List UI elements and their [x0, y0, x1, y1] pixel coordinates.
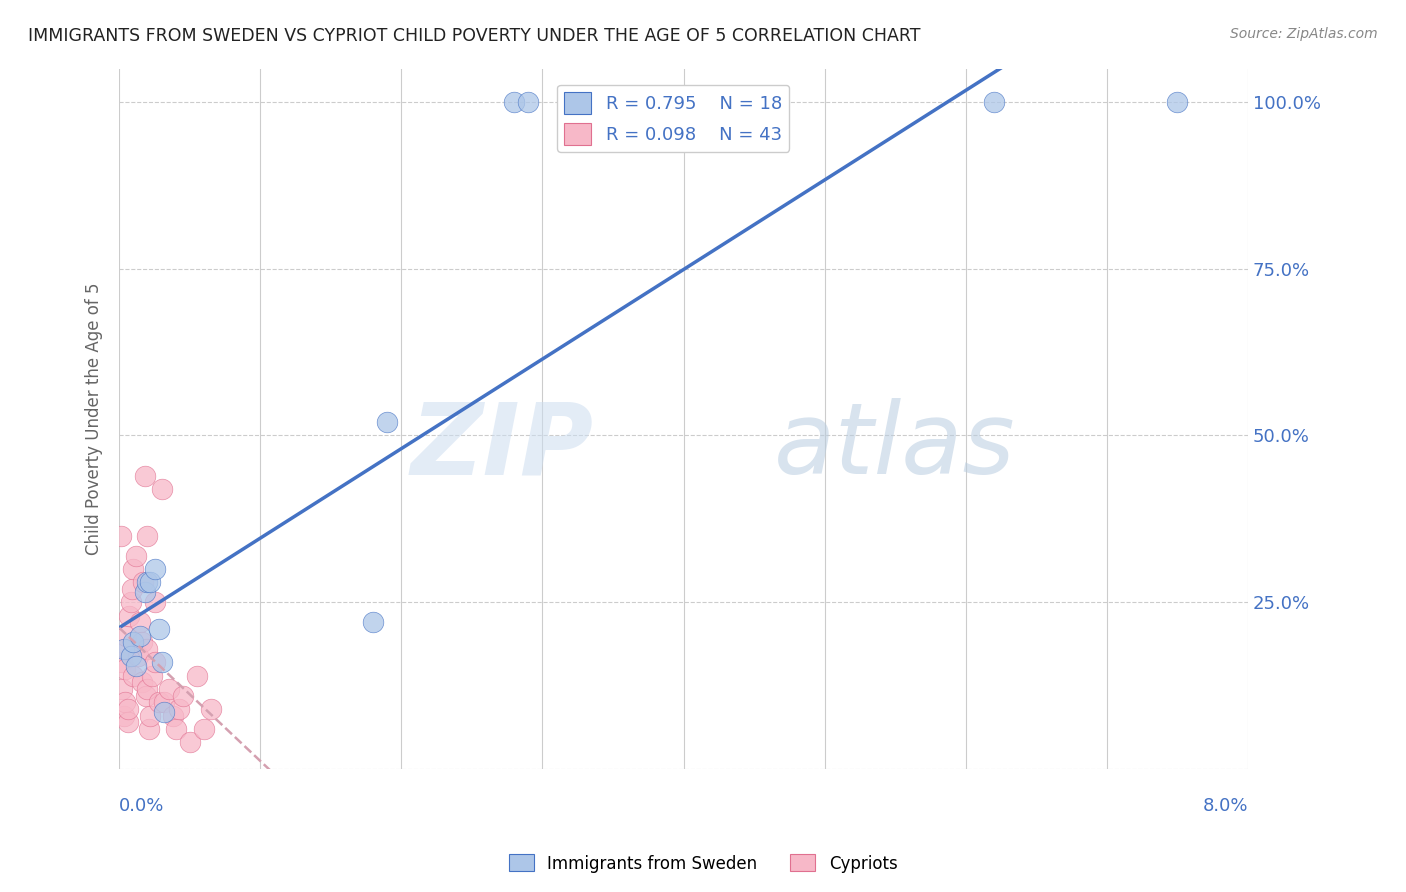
Point [138, 722, 160, 736]
Point [162, 708, 184, 723]
Point [167, 702, 190, 716]
Point [150, 656, 173, 670]
Point [141, 668, 163, 682]
Point [153, 695, 176, 709]
Point [120, 595, 142, 609]
Point [121, 582, 143, 596]
Point [132, 575, 155, 590]
Point [134, 468, 156, 483]
Point [136, 528, 159, 542]
Point [115, 629, 138, 643]
Point [118, 608, 141, 623]
Point [110, 528, 132, 542]
Point [117, 702, 139, 716]
Text: ZIP: ZIP [411, 399, 593, 495]
Point [148, 622, 170, 636]
Point [148, 695, 170, 709]
Point [193, 722, 215, 736]
Point [143, 562, 166, 576]
Point [111, 656, 134, 670]
Point [139, 575, 162, 590]
Point [143, 595, 166, 609]
Point [1166, 95, 1188, 109]
Point [143, 656, 166, 670]
Point [517, 95, 540, 109]
Point [131, 675, 153, 690]
Point [122, 668, 145, 682]
Point [139, 708, 162, 723]
Point [136, 681, 159, 696]
Point [153, 706, 176, 720]
Point [361, 615, 384, 630]
Point [122, 562, 145, 576]
Text: 8.0%: 8.0% [1202, 797, 1249, 815]
Point [117, 715, 139, 730]
Text: 0.0%: 0.0% [120, 797, 165, 815]
Point [186, 668, 208, 682]
Text: atlas: atlas [773, 399, 1015, 495]
Point [122, 635, 145, 649]
Point [503, 95, 526, 109]
Point [157, 681, 180, 696]
Point [129, 629, 152, 643]
Point [165, 722, 187, 736]
Legend: R = 0.795    N = 18, R = 0.098    N = 43: R = 0.795 N = 18, R = 0.098 N = 43 [557, 85, 789, 152]
Point [135, 689, 157, 703]
Point [114, 695, 136, 709]
Point [136, 575, 159, 590]
Point [983, 95, 1005, 109]
Point [150, 482, 173, 496]
Point [112, 708, 135, 723]
Point [129, 615, 152, 630]
Legend: Immigrants from Sweden, Cypriots: Immigrants from Sweden, Cypriots [502, 847, 904, 880]
Point [172, 689, 194, 703]
Point [115, 642, 138, 657]
Point [125, 549, 148, 563]
Point [131, 635, 153, 649]
Point [200, 702, 222, 716]
Point [127, 648, 149, 663]
Point [120, 648, 142, 663]
Point [136, 642, 159, 657]
Point [179, 735, 201, 749]
Point [125, 658, 148, 673]
Text: Source: ZipAtlas.com: Source: ZipAtlas.com [1230, 27, 1378, 41]
Point [114, 662, 136, 676]
Point [375, 415, 398, 429]
Y-axis label: Child Poverty Under the Age of 5: Child Poverty Under the Age of 5 [86, 283, 103, 555]
Point [134, 585, 156, 599]
Text: IMMIGRANTS FROM SWEDEN VS CYPRIOT CHILD POVERTY UNDER THE AGE OF 5 CORRELATION C: IMMIGRANTS FROM SWEDEN VS CYPRIOT CHILD … [28, 27, 921, 45]
Point [112, 642, 135, 657]
Point [111, 681, 134, 696]
